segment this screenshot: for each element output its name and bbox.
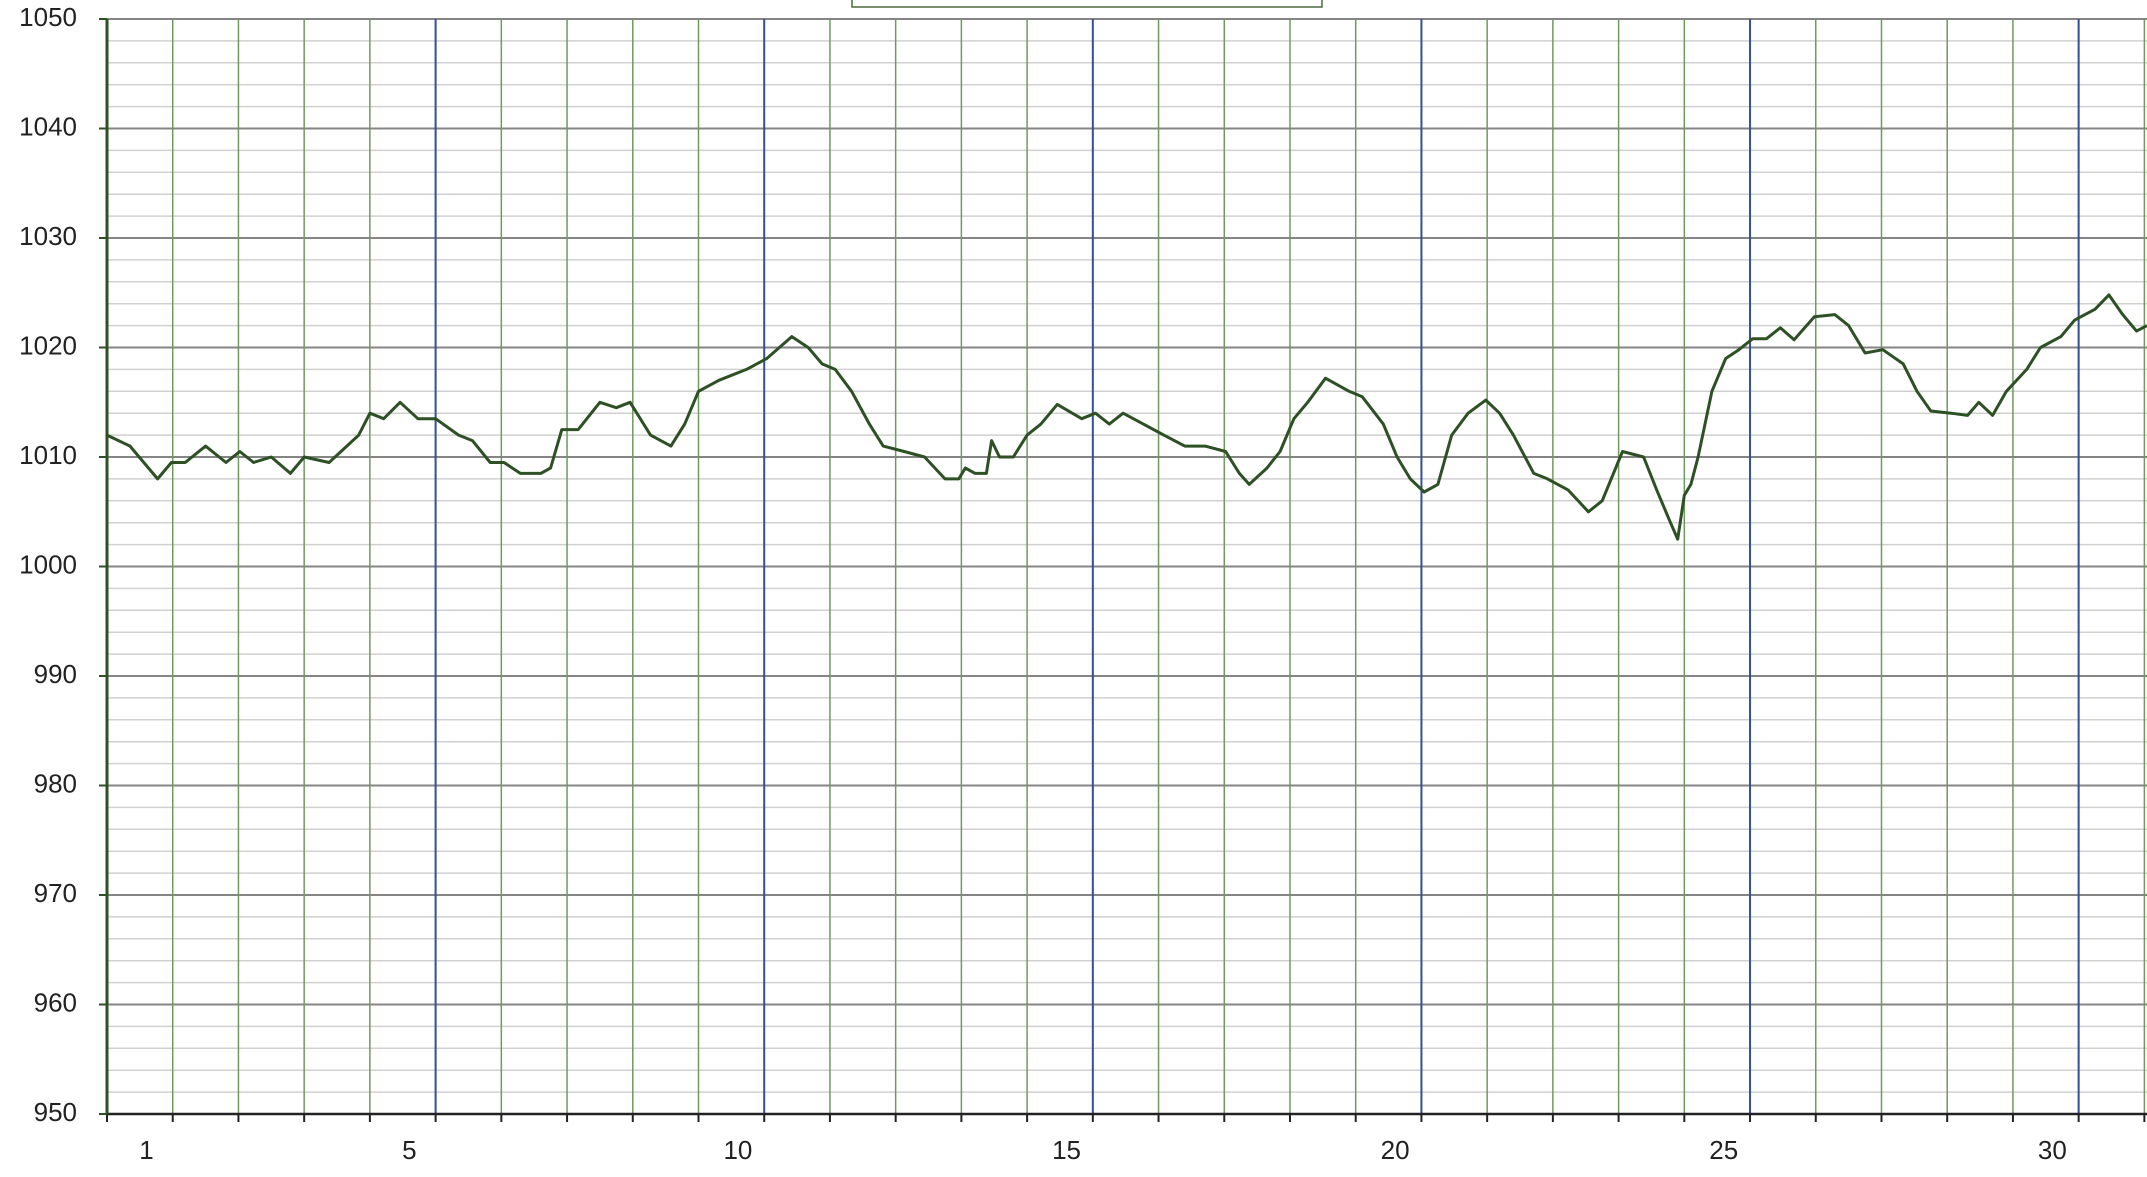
y-tick-label: 990 <box>34 659 77 689</box>
y-tick-label: 1030 <box>19 221 77 251</box>
x-tick-label: 10 <box>723 1135 752 1165</box>
legend-box <box>851 0 1323 8</box>
x-tick-label: 5 <box>402 1135 416 1165</box>
y-tick-label: 950 <box>34 1097 77 1127</box>
data-line <box>106 293 2147 541</box>
y-tick-label: 960 <box>34 987 77 1017</box>
y-tick-label: 1020 <box>19 330 77 360</box>
y-tick-label: 1040 <box>19 111 77 141</box>
y-tick-label: 1050 <box>19 2 77 32</box>
y-tick-label: 980 <box>34 768 77 798</box>
x-tick-label: 30 <box>2038 1135 2067 1165</box>
y-tick-label: 970 <box>34 878 77 908</box>
x-tick-label: 15 <box>1052 1135 1081 1165</box>
x-tick-label: 20 <box>1381 1135 1410 1165</box>
y-tick-label: 1000 <box>19 549 77 579</box>
x-tick-label: 25 <box>1709 1135 1738 1165</box>
y-tick-label: 1010 <box>19 440 77 470</box>
x-tick-label: 1 <box>139 1135 153 1165</box>
